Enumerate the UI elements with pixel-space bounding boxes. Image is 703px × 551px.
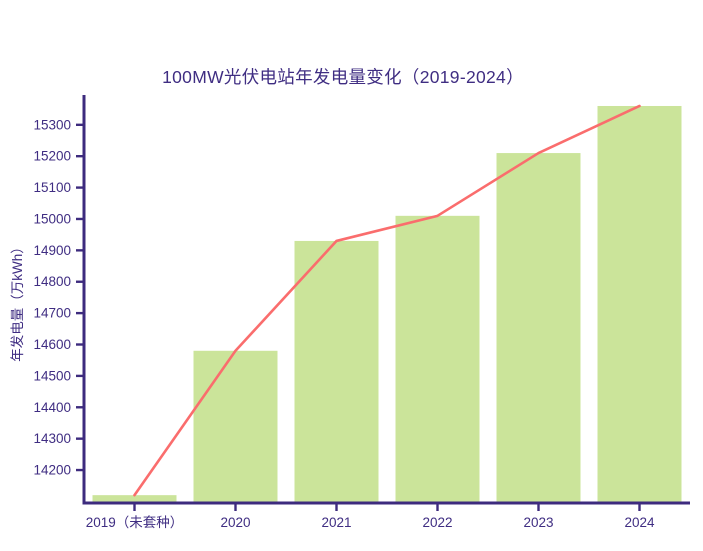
y-tick-label: 15000: [33, 211, 71, 226]
y-tick-label: 14700: [33, 306, 71, 321]
x-tick-label: 2024: [624, 515, 655, 530]
y-tick-label: 14400: [33, 400, 71, 415]
bar-2022: [395, 215, 480, 504]
chart-title: 100MW光伏电站年发电量变化（2019-2024）: [162, 67, 524, 87]
y-tick-label: 15200: [33, 149, 71, 164]
axes: [82, 95, 690, 505]
y-tick-label: 14300: [33, 431, 71, 446]
bar-2020: [193, 350, 278, 503]
bar-2023: [496, 153, 581, 504]
x-tick-label: 2023: [523, 515, 553, 530]
y-tick-label: 15300: [33, 117, 71, 132]
y-tick-label: 14200: [33, 463, 71, 478]
y-tick-label: 14500: [33, 368, 71, 383]
x-tick-label: 2021: [321, 515, 351, 530]
trend-line: [133, 104, 641, 497]
bar-2024: [597, 105, 682, 503]
x-tick-label: 2020: [220, 515, 250, 530]
y-tick-label: 15100: [33, 180, 71, 195]
y-tick-label: 14800: [33, 274, 71, 289]
x-tick-label: 2022: [422, 515, 452, 530]
y-tick-label: 14900: [33, 243, 71, 258]
bar-2019（未套种）: [92, 495, 177, 503]
x-tick-label: 2019（未套种）: [86, 515, 184, 530]
bar-2021: [294, 240, 379, 503]
y-tick-label: 14600: [33, 337, 71, 352]
